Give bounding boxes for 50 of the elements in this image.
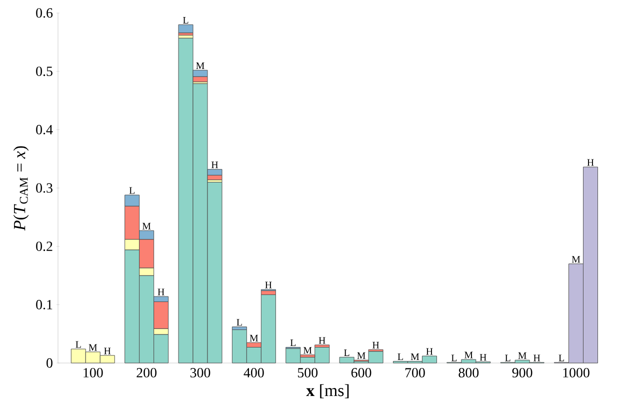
y-tick-label: 0.6 <box>36 8 53 18</box>
annotation: L <box>290 340 296 346</box>
x-tick-label: 700 <box>405 368 425 378</box>
x-tick-label: 600 <box>351 368 372 378</box>
annotation: L <box>505 354 510 362</box>
x-tick-label: 300 <box>190 368 210 378</box>
annotation: L <box>398 354 403 360</box>
annotation: M <box>250 334 258 342</box>
annotation: H <box>211 162 218 168</box>
bar <box>178 24 194 34</box>
y-tick-label: 0.5 <box>36 66 52 76</box>
annotation: L <box>344 349 350 356</box>
x-axis-title: x [ms] <box>306 384 349 398</box>
annotation: M <box>88 344 98 351</box>
annotation: M <box>357 352 366 359</box>
annotation: H <box>318 337 326 344</box>
x-tick-label: 900 <box>512 368 532 378</box>
y-tick-label: 0.4 <box>36 124 53 134</box>
annotation: H <box>265 282 272 288</box>
annotation: L <box>129 187 135 194</box>
annotation: M <box>572 256 580 263</box>
annotation: H <box>533 354 540 362</box>
annotation: M <box>142 222 151 230</box>
y-tick-label: 0.1 <box>36 300 52 310</box>
annotation: M <box>410 354 420 360</box>
y-tick-label: 0 <box>46 358 52 368</box>
annotation: M <box>518 352 526 359</box>
annotation: L <box>451 354 457 362</box>
x-tick-label: 1000 <box>563 368 590 378</box>
y-tick-label: 0.3 <box>36 183 52 193</box>
x-tick-label: 500 <box>298 368 318 378</box>
annotation: H <box>480 354 486 361</box>
annotation: M <box>196 62 204 69</box>
x-tick-label: 800 <box>458 368 479 378</box>
annotation: L <box>76 341 81 348</box>
y-axis-title: P(T$_{CAM}$ = x) <box>13 146 29 231</box>
annotation: M <box>303 347 312 354</box>
annotation: L <box>558 354 564 362</box>
annotation: H <box>104 348 111 354</box>
annotation: M <box>464 352 473 358</box>
annotation: L <box>182 16 188 24</box>
annotation: H <box>158 288 164 296</box>
x-tick-label: 100 <box>84 368 103 378</box>
annotation: H <box>587 159 594 166</box>
annotation: H <box>426 348 433 355</box>
x-tick-label: 400 <box>244 368 264 378</box>
x-tick-label: 200 <box>136 368 156 378</box>
annotation: H <box>372 342 380 348</box>
annotation: L <box>236 319 242 326</box>
y-tick-label: 0.2 <box>36 242 52 252</box>
